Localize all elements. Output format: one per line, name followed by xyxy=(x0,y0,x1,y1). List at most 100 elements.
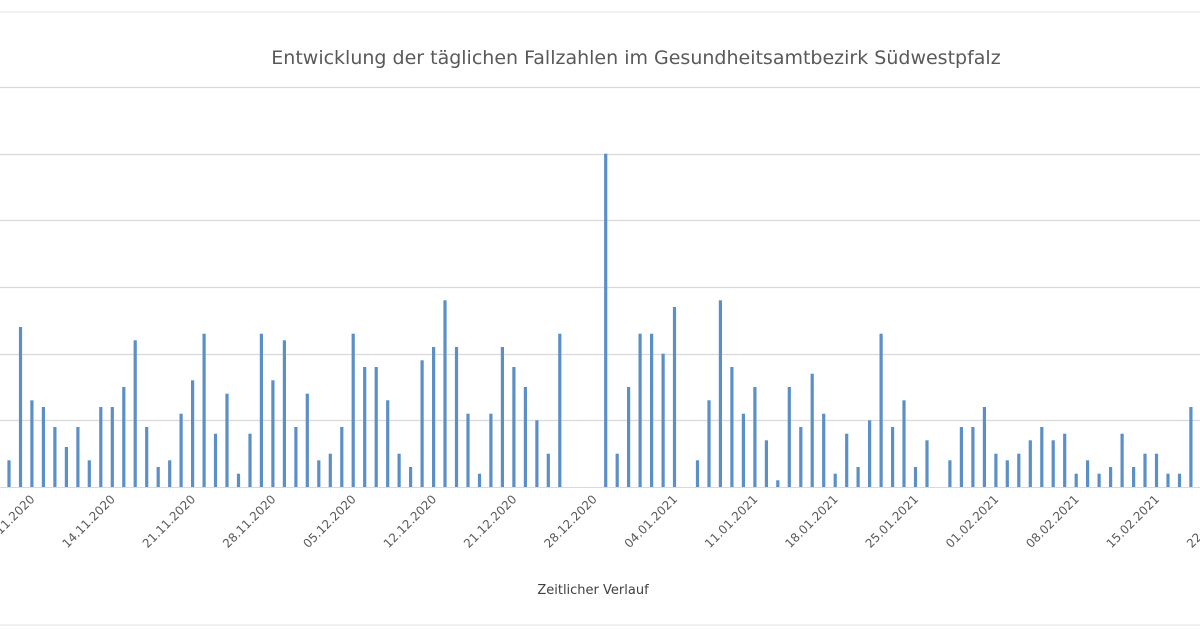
bar xyxy=(1017,453,1021,487)
bar xyxy=(489,413,493,487)
bar xyxy=(282,340,286,487)
bar xyxy=(351,333,355,487)
bar xyxy=(328,453,332,487)
bar xyxy=(1028,440,1032,487)
bar xyxy=(168,460,172,487)
bar xyxy=(87,460,91,487)
bar xyxy=(1154,453,1159,487)
bar xyxy=(110,407,114,487)
bar xyxy=(41,407,45,487)
bar xyxy=(500,347,504,487)
bar xyxy=(558,333,562,487)
bar xyxy=(1040,427,1044,487)
x-tick-label: 15.02.2021 xyxy=(1104,492,1162,550)
bar xyxy=(397,453,401,487)
bar xyxy=(1063,433,1067,487)
bar xyxy=(902,400,906,487)
x-tick-label: 25.01.2021 xyxy=(863,492,921,550)
bar xyxy=(64,447,68,487)
bar xyxy=(18,327,23,487)
x-tick-labels: 07.11.2020 14.11.2020 21.11.2020 28.11.2020… xyxy=(0,492,1200,550)
x-tick-label: 05.12.2020 xyxy=(300,492,358,550)
x-tick-label: 04.01.2021 xyxy=(622,492,680,550)
x-tick-label: 18.01.2021 xyxy=(782,492,840,550)
bar xyxy=(799,427,803,487)
x-tick-label: 21.12.2020 xyxy=(461,492,519,550)
bar xyxy=(810,373,814,487)
bar xyxy=(776,480,780,487)
bar xyxy=(994,453,998,487)
bar xyxy=(7,460,11,487)
bar xyxy=(845,433,849,487)
bar xyxy=(546,453,550,487)
bar xyxy=(133,340,137,487)
x-tick-label: 12.12.2020 xyxy=(381,492,439,550)
bar xyxy=(753,387,757,487)
bar xyxy=(1143,453,1147,487)
bar xyxy=(99,407,103,487)
x-tick-label: 08.02.2021 xyxy=(1023,492,1081,550)
bar xyxy=(833,473,837,487)
bar xyxy=(959,427,963,487)
bar xyxy=(764,440,768,487)
bar xyxy=(76,427,80,487)
bar xyxy=(1132,467,1136,487)
bar xyxy=(443,300,447,487)
bar xyxy=(1120,433,1124,487)
bar xyxy=(523,387,527,487)
bar xyxy=(294,427,298,487)
bar xyxy=(982,407,986,487)
bar xyxy=(1166,473,1170,487)
bar xyxy=(1109,467,1113,487)
bar xyxy=(53,427,57,487)
bar xyxy=(868,420,872,487)
x-tick-label: 01.02.2021 xyxy=(943,492,1001,550)
bar xyxy=(672,307,677,487)
bar xyxy=(1074,473,1078,487)
bar xyxy=(512,367,516,487)
bar xyxy=(340,427,344,487)
bar xyxy=(650,333,654,487)
bar xyxy=(661,353,665,487)
x-axis-label: Zeitlicher Verlauf xyxy=(537,583,649,598)
chart-title: Entwicklung der täglichen Fallzahlen im … xyxy=(271,47,1000,69)
bar xyxy=(236,473,241,487)
bar xyxy=(730,367,734,487)
bar xyxy=(466,413,470,487)
bar xyxy=(454,347,459,487)
bar xyxy=(638,333,642,487)
x-tick-label: 07.11.2020 xyxy=(0,492,38,550)
bar xyxy=(948,460,952,487)
bar xyxy=(191,380,195,487)
bar xyxy=(271,380,275,487)
bar xyxy=(695,460,700,487)
bar xyxy=(879,333,883,487)
bar xyxy=(891,427,895,487)
bars xyxy=(7,153,1193,487)
bar xyxy=(477,473,482,487)
bar xyxy=(248,433,252,487)
bar xyxy=(432,347,436,487)
bar xyxy=(1177,473,1182,487)
bar xyxy=(259,333,263,487)
x-tick-label: 28.12.2020 xyxy=(541,492,599,550)
bar xyxy=(604,153,608,487)
x-tick-label: 21.11.2020 xyxy=(140,492,198,550)
bar xyxy=(30,400,34,487)
bar xyxy=(741,413,745,487)
x-tick-label: 14.11.2020 xyxy=(59,492,117,550)
bar xyxy=(971,427,975,487)
bar xyxy=(1097,473,1101,487)
bar xyxy=(856,467,860,487)
bar xyxy=(363,367,367,487)
bar xyxy=(627,387,631,487)
bar xyxy=(374,367,378,487)
bar xyxy=(420,360,424,487)
bar xyxy=(386,400,390,487)
bar xyxy=(913,467,918,487)
bar xyxy=(822,413,826,487)
bar xyxy=(925,440,929,487)
bar xyxy=(213,433,218,487)
bar xyxy=(179,413,183,487)
x-tick-label: 28.11.2020 xyxy=(220,492,278,550)
